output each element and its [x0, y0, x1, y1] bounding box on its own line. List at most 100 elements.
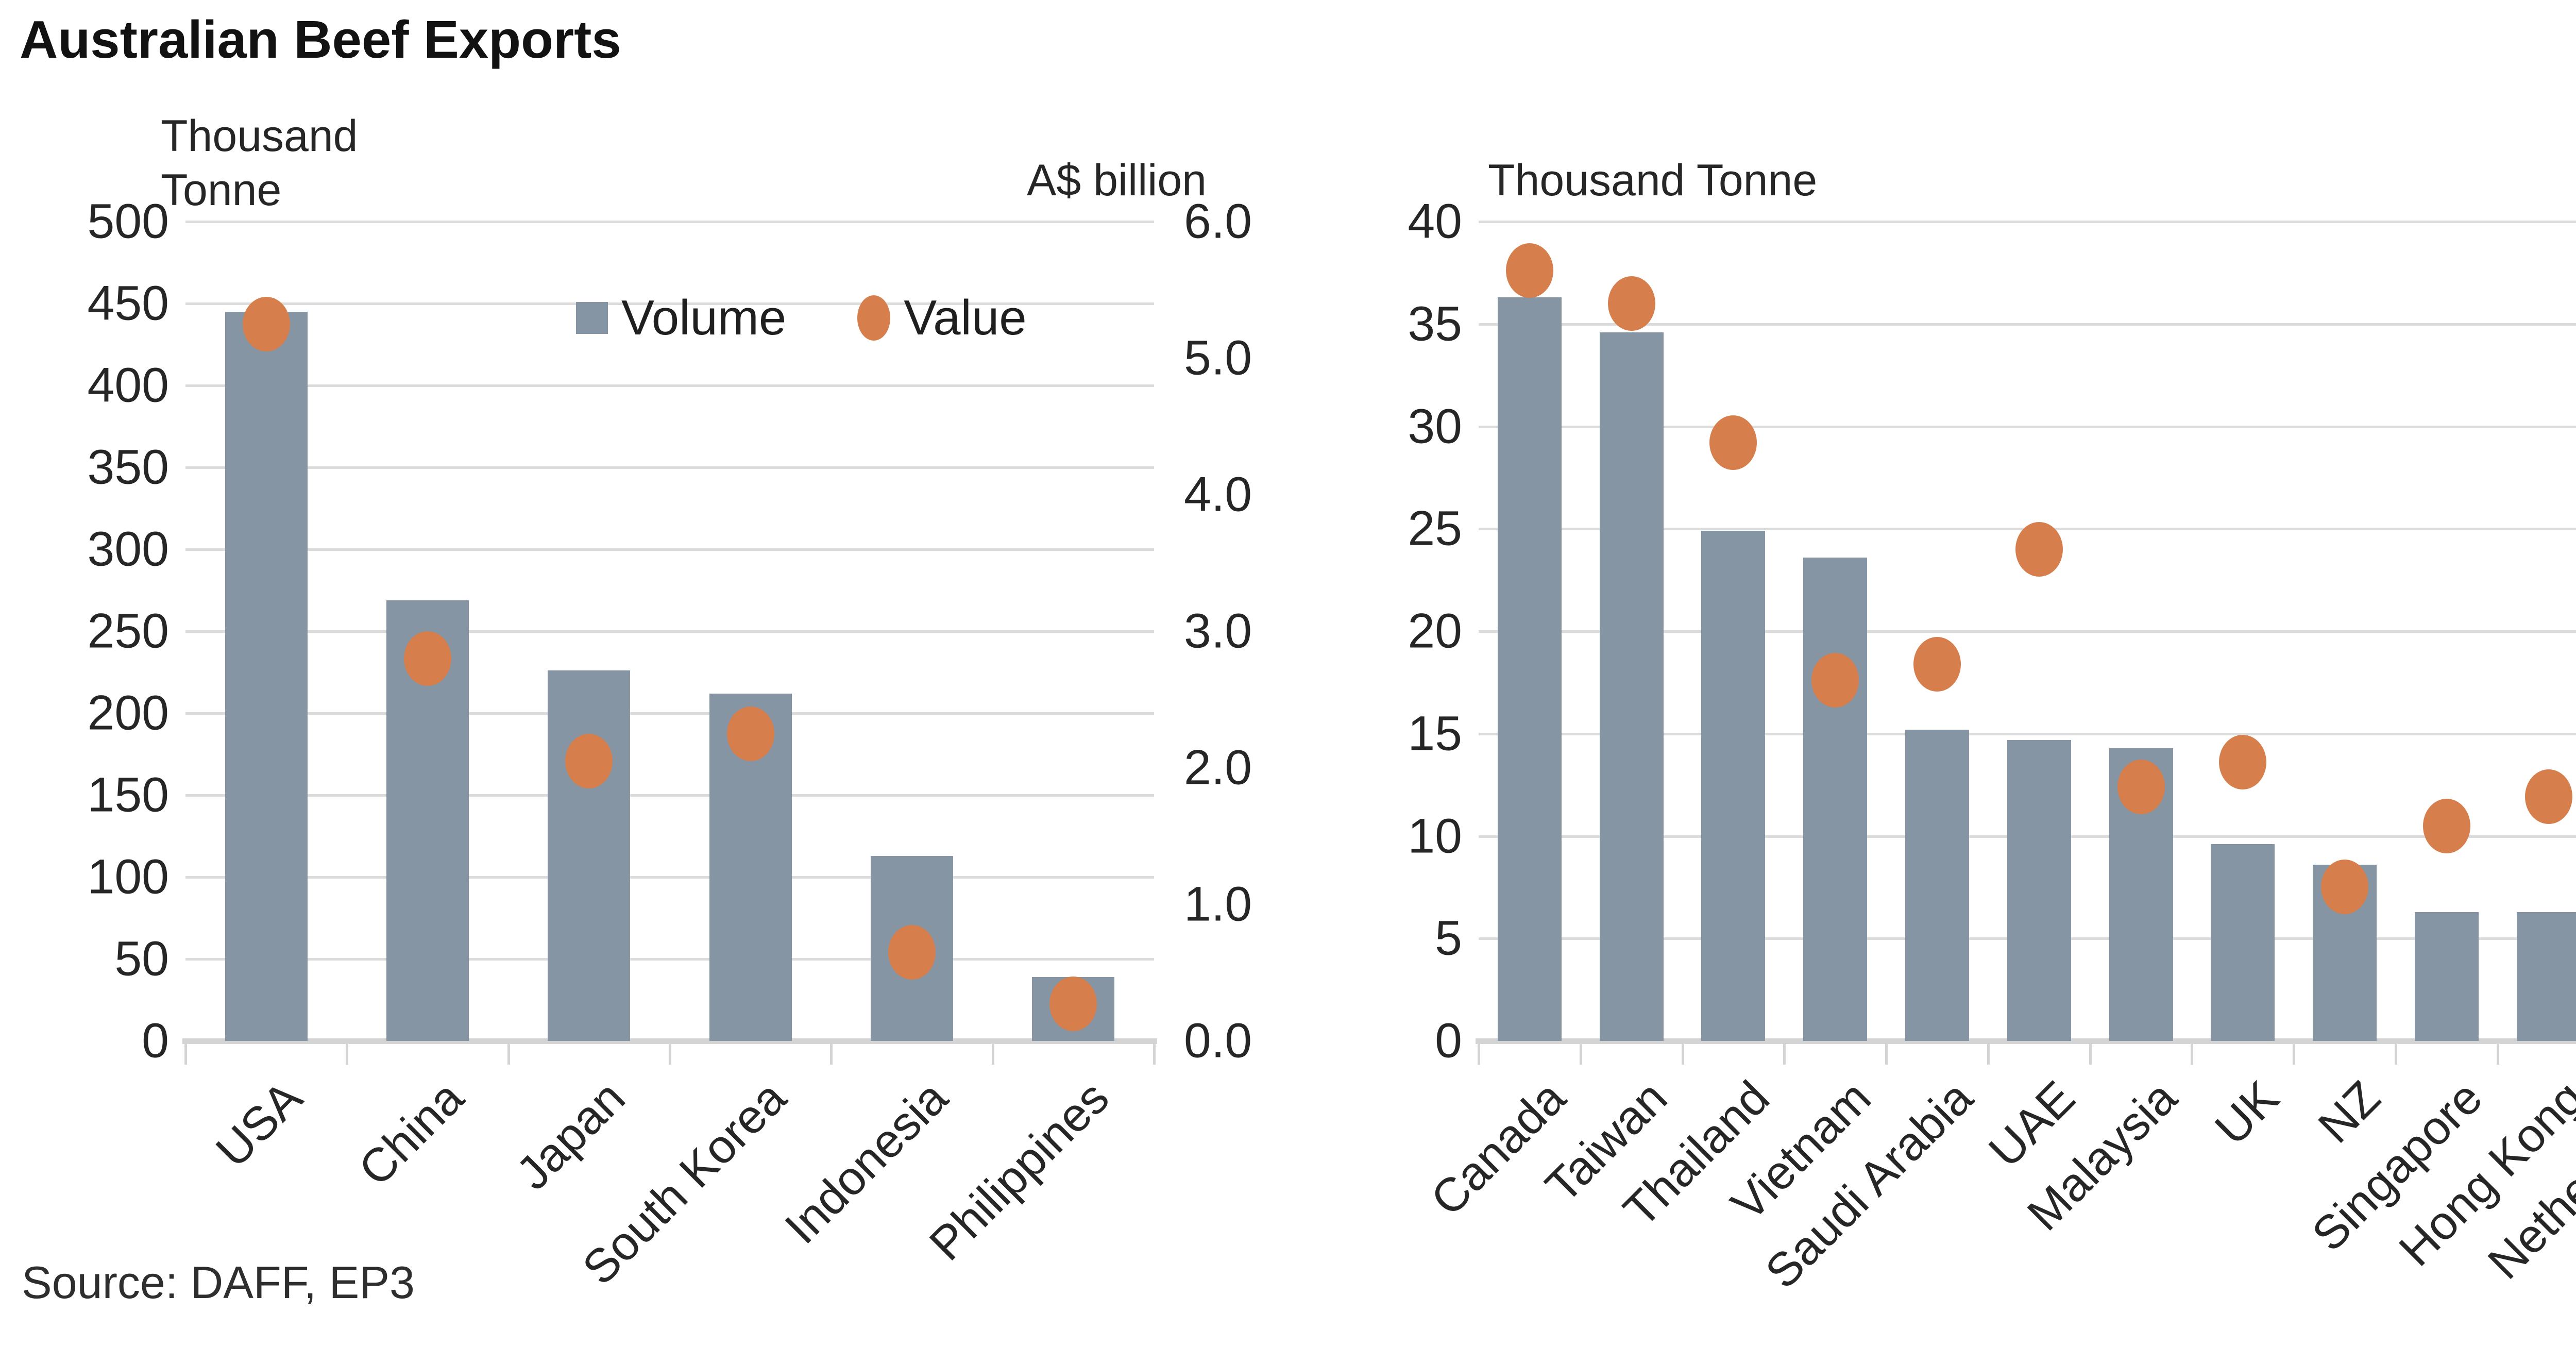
page-title: Australian Beef Exports: [20, 10, 621, 69]
y-axis-tick-label: 150: [87, 767, 169, 822]
x-axis-tick: [1987, 1041, 1990, 1065]
gridline: [185, 302, 1154, 305]
y-axis-tick-label: 200: [87, 685, 169, 741]
y-axis-tick-label: 0: [142, 1013, 169, 1068]
y-axis-tick-label: 30: [1408, 399, 1462, 453]
dot-thailand: [1709, 415, 1757, 470]
y2-axis-tick-label: 0.0: [1184, 1013, 1252, 1068]
bar-thailand: [1701, 531, 1766, 1041]
x-axis-tick: [507, 1041, 510, 1065]
y-axis-tick-label: 100: [87, 849, 169, 904]
category-label: USA: [206, 1071, 312, 1177]
category-label: NZ: [2309, 1071, 2391, 1153]
left-axis-title: Thousand Tonne: [1488, 156, 1818, 205]
x-axis-line: [1476, 1038, 2576, 1044]
x-axis-tick: [2496, 1041, 2499, 1065]
bar-usa: [225, 311, 308, 1041]
y2-axis-tick-label: 4.0: [1184, 467, 1252, 522]
x-axis-tick: [1478, 1041, 1480, 1065]
bar-uk: [2211, 844, 2275, 1041]
dot-japan: [565, 733, 613, 788]
value-legend-label: Value: [904, 290, 1027, 345]
gridline: [185, 630, 1154, 633]
dot-hong-kong: [2524, 769, 2572, 825]
y-axis-tick-label: 5: [1435, 911, 1462, 966]
dot-nz: [2321, 860, 2369, 915]
gridline: [1479, 425, 2576, 428]
dot-uk: [2219, 735, 2267, 790]
y-axis-tick-label: 450: [87, 276, 169, 331]
chart-minor-markets: 40353025201510500.50.40.40.30.30.20.20.1…: [1408, 156, 2576, 1299]
y-axis-tick-label: 500: [87, 194, 169, 249]
bar-saudi-arabia: [1905, 729, 1969, 1041]
x-axis-tick: [184, 1041, 187, 1065]
gridline: [1479, 732, 2576, 735]
gridline: [185, 466, 1154, 469]
dot-indonesia: [888, 924, 936, 980]
x-axis-tick: [2089, 1041, 2092, 1065]
gridline: [185, 548, 1154, 551]
dot-usa: [242, 296, 290, 351]
dot-canada: [1505, 243, 1553, 298]
y-axis-tick-label: 50: [114, 931, 169, 986]
x-axis-tick: [669, 1041, 671, 1065]
dot-uae: [2015, 522, 2063, 577]
y-axis-tick-label: 250: [87, 603, 169, 659]
value-legend-swatch: [857, 295, 891, 341]
y-axis-tick-label: 400: [87, 358, 169, 413]
x-axis-tick: [1783, 1041, 1786, 1065]
gridline: [185, 384, 1154, 387]
category-label: UK: [2205, 1071, 2289, 1155]
volume-legend-swatch: [576, 302, 608, 334]
y-axis-tick-label: 40: [1408, 194, 1462, 249]
gridline: [185, 712, 1154, 715]
dot-taiwan: [1607, 276, 1655, 331]
gridline: [185, 958, 1154, 961]
y2-axis-tick-label: 3.0: [1184, 603, 1252, 659]
gridline: [1479, 221, 2576, 223]
y-axis-tick-label: 20: [1408, 603, 1462, 659]
gridline: [185, 876, 1154, 879]
y2-axis-tick-label: 2.0: [1184, 740, 1252, 795]
gridline: [1479, 323, 2576, 326]
bar-uae: [2007, 739, 2071, 1041]
source-note: Source: DAFF, EP3: [22, 1257, 415, 1308]
chart-major-markets: 500 450 400 350 300 250 200 150 100 50 0 6.0 5.0 4.0 3…: [87, 111, 1252, 1295]
y2-axis-tick-label: 5.0: [1184, 330, 1252, 385]
x-axis-tick: [1681, 1041, 1684, 1065]
bar-taiwan: [1599, 332, 1664, 1041]
gridline: [185, 794, 1154, 797]
y-axis-tick-label: 25: [1408, 501, 1462, 556]
x-axis-tick: [1885, 1041, 1888, 1065]
y-axis-tick-label: 300: [87, 521, 169, 577]
bar-singapore: [2414, 912, 2479, 1041]
x-axis-tick: [1153, 1041, 1156, 1065]
volume-legend-label: Volume: [621, 290, 787, 345]
dot-saudi-arabia: [1913, 636, 1961, 692]
category-label: China: [348, 1071, 473, 1196]
y-axis-tick-label: 10: [1408, 809, 1462, 863]
dot-china: [404, 631, 451, 686]
right-axis-title: A$ billion: [1027, 156, 1207, 205]
left-axis-title: Thousand Tonne: [161, 111, 358, 215]
bar-canada: [1497, 297, 1562, 1041]
y-axis-tick-label: 0: [1435, 1013, 1462, 1068]
x-axis-tick: [830, 1041, 833, 1065]
x-axis-tick: [2191, 1041, 2194, 1065]
category-label: Canada: [1420, 1071, 1575, 1226]
x-axis-tick: [2395, 1041, 2397, 1065]
x-axis-tick: [991, 1041, 994, 1065]
y-axis-tick-label: 35: [1408, 296, 1462, 351]
dot-vietnam: [1811, 653, 1859, 708]
bar-japan: [548, 670, 631, 1041]
x-axis-tick: [1579, 1041, 1582, 1065]
legend: Volume Value: [576, 290, 1027, 346]
x-axis-tick: [2293, 1041, 2296, 1065]
dot-malaysia: [2117, 760, 2165, 815]
y2-axis-tick-label: 6.0: [1184, 194, 1252, 249]
dot-philippines: [1049, 977, 1097, 1032]
dot-south-korea: [726, 706, 774, 761]
bar-hong-kong: [2516, 912, 2576, 1041]
y2-axis-tick-label: 1.0: [1184, 877, 1252, 932]
